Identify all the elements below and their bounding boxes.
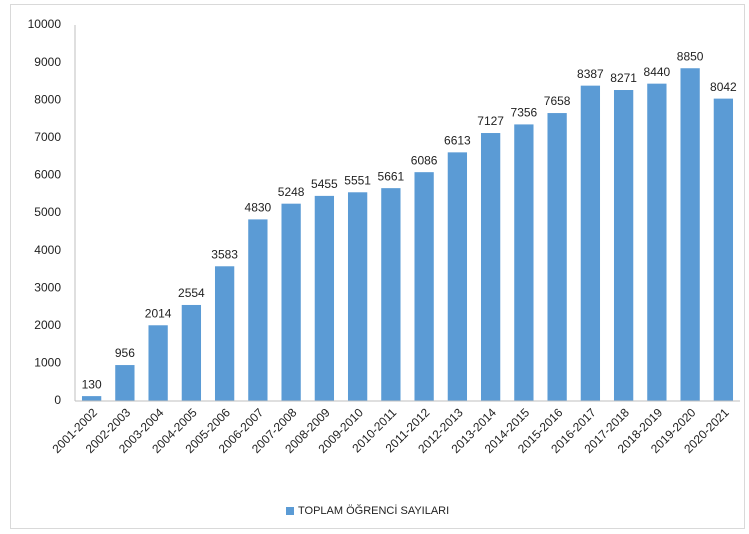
y-tick-label: 7000 (34, 130, 61, 144)
bar (680, 68, 700, 402)
data-label: 7356 (511, 106, 538, 120)
bar (81, 396, 102, 401)
data-label: 5661 (378, 169, 405, 183)
bar (414, 172, 434, 401)
data-label: 2554 (178, 286, 205, 300)
bar (547, 113, 567, 401)
data-label: 8440 (644, 65, 671, 79)
y-tick-label: 6000 (34, 168, 61, 182)
bar (613, 90, 634, 401)
bar (713, 98, 734, 402)
y-tick-label: 1000 (34, 356, 61, 370)
data-label: 130 (82, 377, 102, 391)
bar (115, 365, 135, 401)
data-label: 5455 (311, 177, 338, 191)
data-label: 6086 (411, 153, 438, 167)
data-label: 8271 (610, 71, 637, 85)
y-tick-label: 8000 (34, 92, 61, 106)
bar (148, 325, 168, 401)
data-label: 4830 (245, 201, 272, 215)
data-label: 956 (115, 346, 135, 360)
data-label: 2014 (145, 306, 172, 320)
bar (580, 85, 601, 401)
y-tick-label: 4000 (34, 243, 61, 257)
bar (281, 203, 301, 401)
y-tick-label: 2000 (34, 318, 61, 332)
y-tick-label: 5000 (34, 205, 61, 219)
bar (447, 152, 468, 401)
bar (181, 304, 202, 401)
y-tick-label: 10000 (28, 17, 62, 31)
bar (381, 188, 401, 401)
bar (347, 192, 368, 401)
data-label: 7658 (544, 94, 571, 108)
data-label: 5551 (344, 173, 371, 187)
data-label: 5248 (278, 185, 305, 199)
y-tick-label: 3000 (34, 280, 61, 294)
data-label: 8042 (710, 80, 737, 94)
bar (480, 133, 501, 402)
bar (314, 195, 335, 401)
data-label: 6613 (444, 134, 471, 148)
bar (214, 266, 235, 401)
legend-swatch (286, 507, 294, 515)
data-label: 3583 (211, 247, 238, 261)
data-label: 7127 (477, 114, 504, 128)
data-label: 8387 (577, 67, 604, 81)
bar (514, 124, 534, 401)
y-tick-label: 0 (54, 393, 61, 407)
bar (248, 219, 268, 401)
legend-label: TOPLAM ÖĞRENCİ SAYILARI (298, 504, 449, 517)
y-tick-label: 9000 (34, 55, 61, 69)
bar (647, 83, 667, 401)
data-label: 8850 (677, 49, 704, 63)
